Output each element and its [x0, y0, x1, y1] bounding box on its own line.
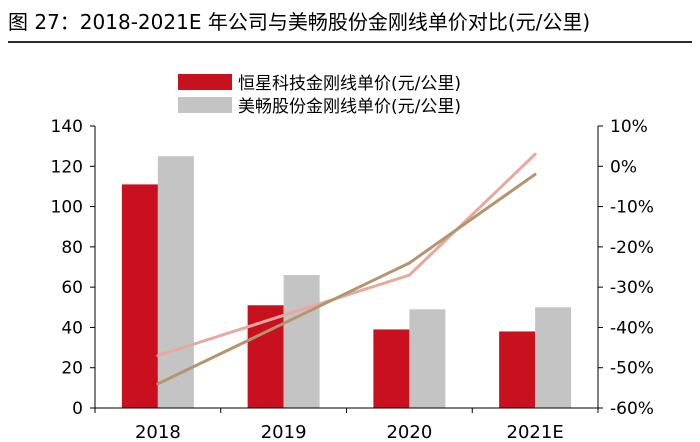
y-right-tick-label-0: 0%: [610, 157, 637, 177]
legend-swatch-meichang: [178, 96, 232, 113]
x-tick-label-2021E: 2021E: [507, 422, 564, 442]
y-right-tick-label-10: 10%: [610, 117, 648, 137]
y-right-tick-label--10: -10%: [610, 198, 654, 218]
bar-hengxing-2021E: [499, 331, 536, 408]
bar-meichang-2020: [409, 309, 446, 408]
legend-label-meichang: 美畅股份金刚线单价(元/公里): [238, 97, 461, 117]
trend-line-2: [156, 172, 537, 386]
chart-legend: 恒星科技金刚线单价(元/公里) 美畅股份金刚线单价(元/公里): [178, 70, 461, 117]
y-left-tick-label-60: 60: [61, 278, 83, 298]
legend-item-meichang: 美畅股份金刚线单价(元/公里): [178, 93, 461, 117]
trend-line-1: [156, 152, 537, 358]
y-left-tick-label-140: 140: [51, 117, 83, 137]
bar-hengxing-2018: [121, 184, 158, 408]
y-right-tick-label--50: -50%: [610, 359, 654, 379]
bar-hengxing-2020: [373, 329, 410, 408]
x-tick-label-2019: 2019: [261, 422, 307, 442]
x-tick-label-2018: 2018: [135, 422, 181, 442]
bar-meichang-2018: [157, 156, 194, 408]
legend-swatch-hengxing: [178, 73, 232, 90]
y-right-tick-label--40: -40%: [610, 318, 654, 338]
y-left-tick-label-20: 20: [61, 359, 83, 379]
y-left-tick-label-100: 100: [51, 198, 83, 218]
y-right-tick-label--20: -20%: [610, 238, 654, 258]
bar-meichang-2021E: [535, 307, 572, 408]
bar-meichang-2019: [283, 275, 320, 408]
title-rule: [8, 41, 692, 43]
y-left-tick-label-0: 0: [72, 399, 83, 419]
y-right-tick-label--60: -60%: [610, 399, 654, 419]
y-left-tick-label-80: 80: [61, 238, 83, 258]
y-left-tick-label-40: 40: [61, 318, 83, 338]
legend-label-hengxing: 恒星科技金刚线单价(元/公里): [238, 74, 461, 94]
y-left-tick-label-120: 120: [51, 157, 83, 177]
y-right-tick-label--30: -30%: [610, 278, 654, 298]
legend-item-hengxing: 恒星科技金刚线单价(元/公里): [178, 70, 461, 94]
figure-title: 图 27：2018-2021E 年公司与美畅股份金刚线单价对比(元/公里): [8, 10, 591, 34]
x-tick-label-2020: 2020: [386, 422, 432, 442]
